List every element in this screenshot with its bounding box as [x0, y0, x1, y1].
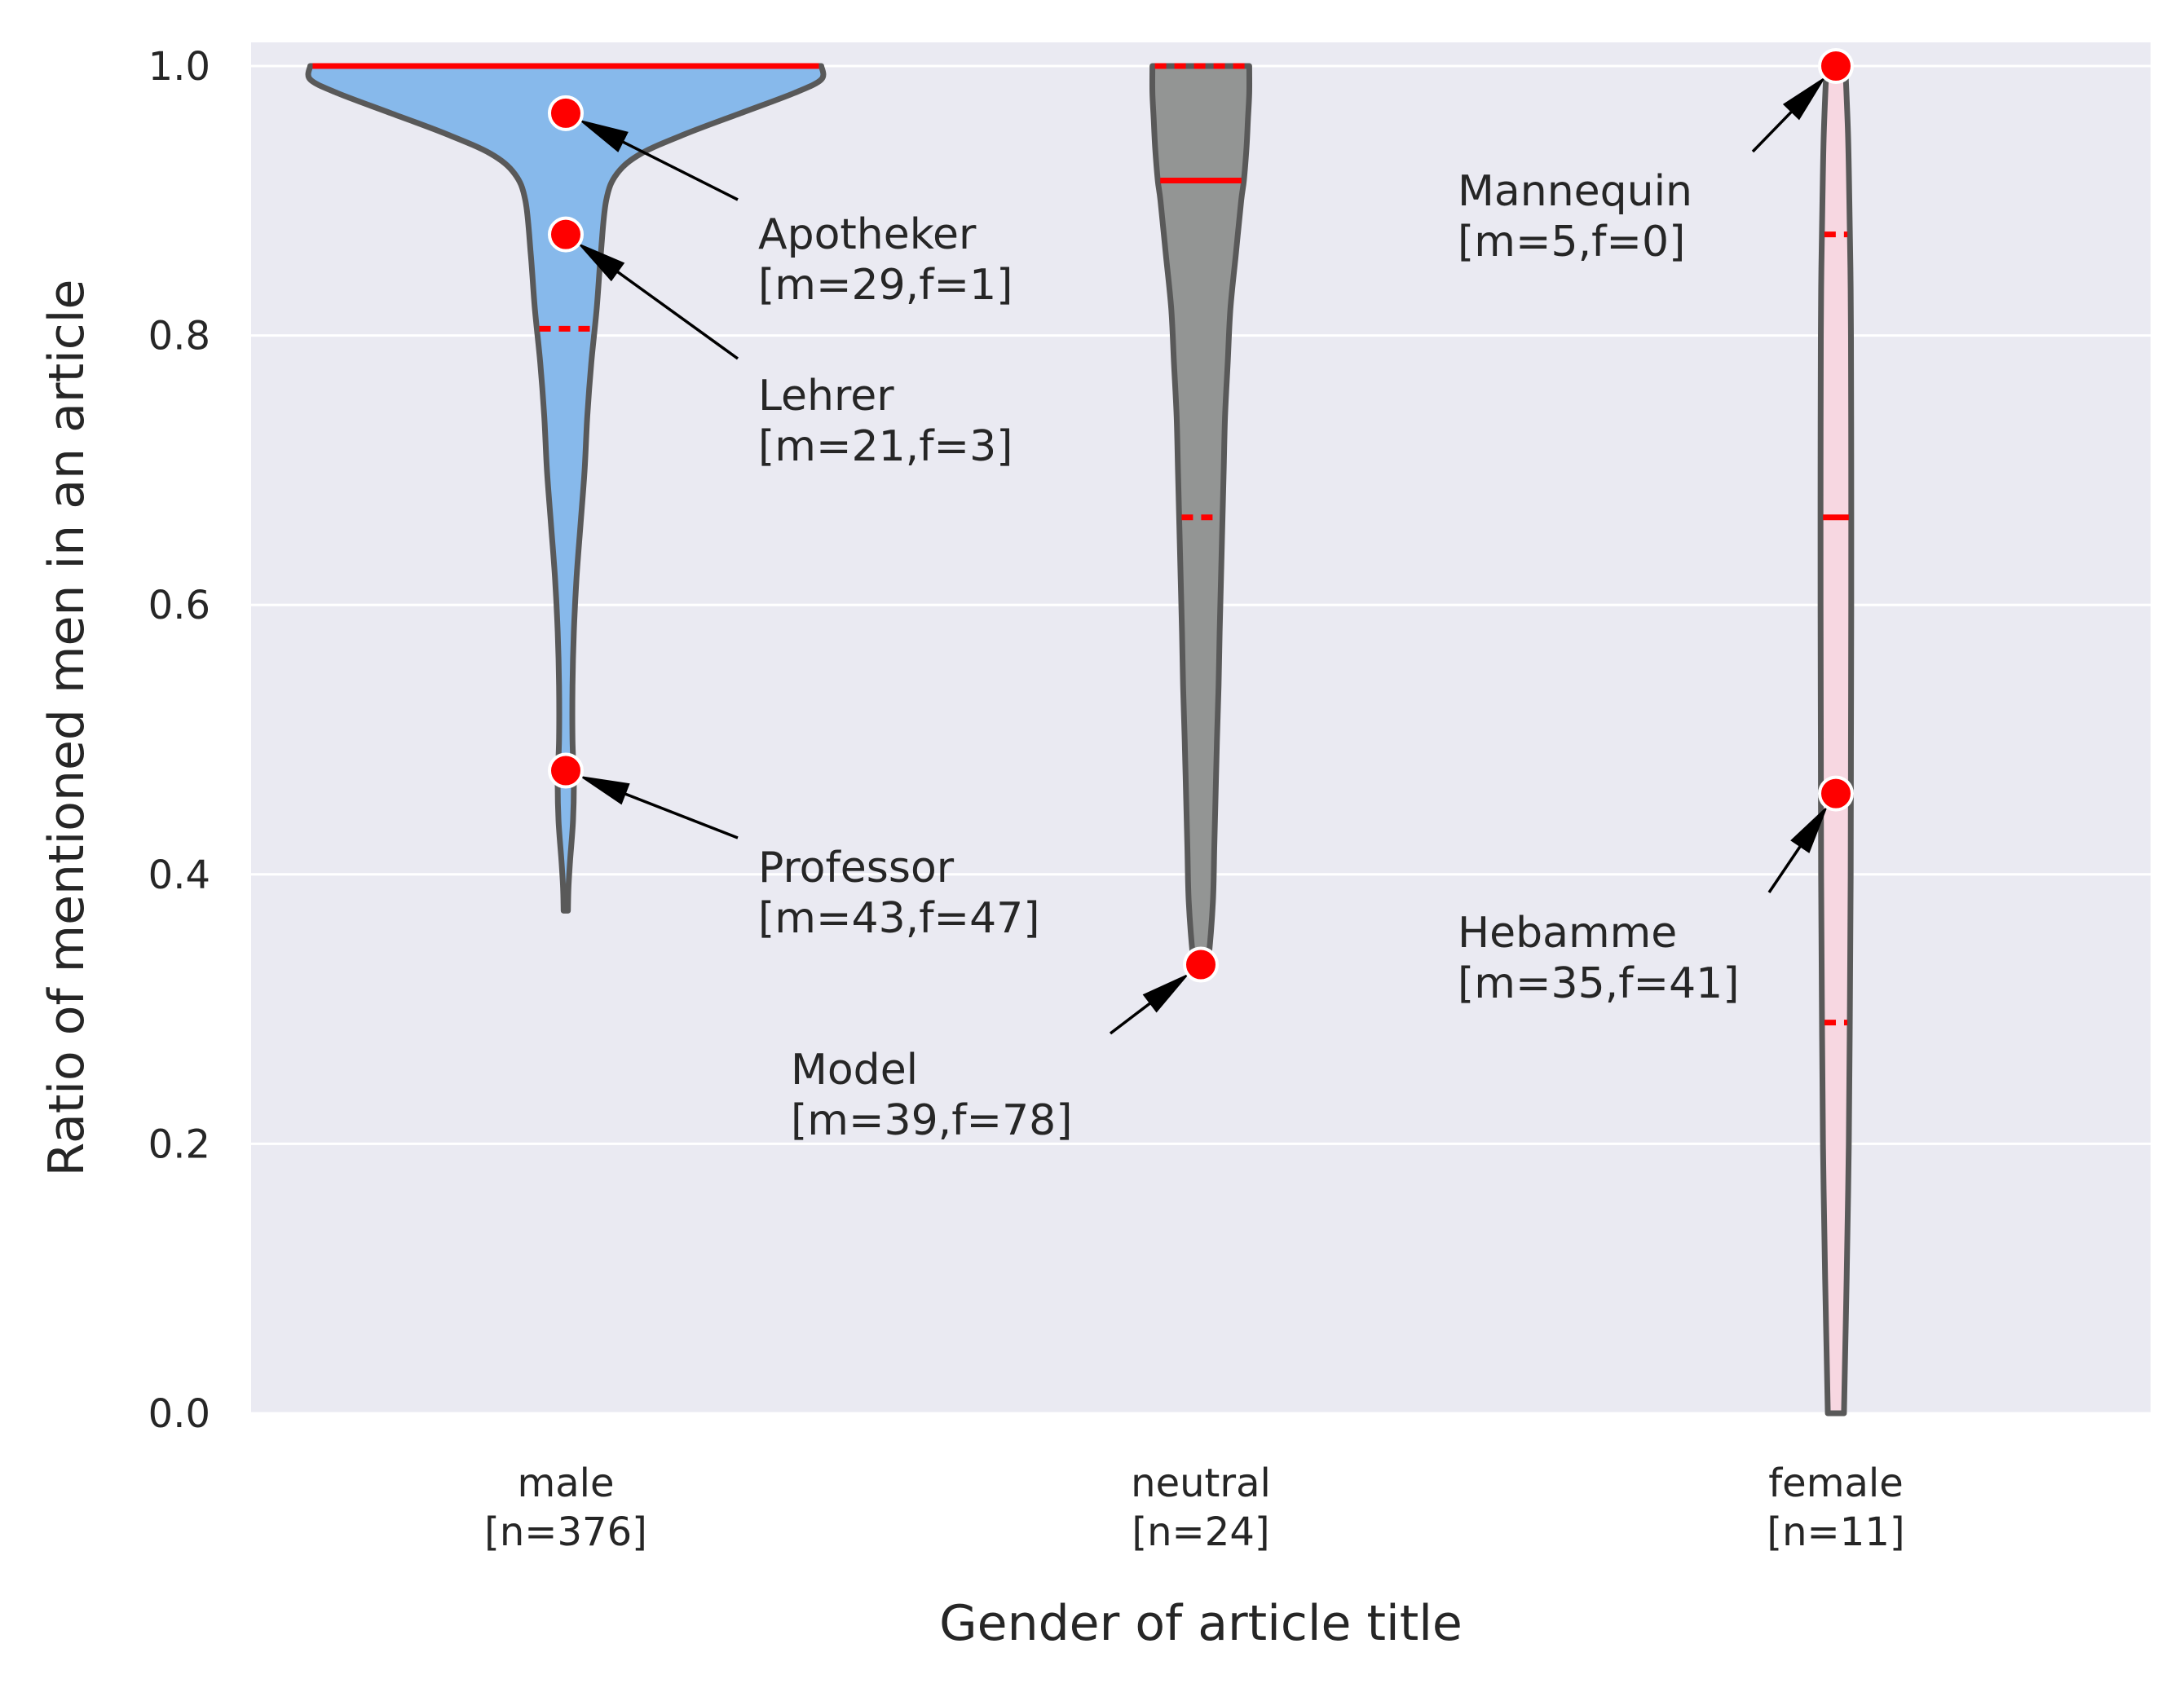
annotation-arrow-line: [1109, 1000, 1154, 1035]
annotation-counts: [m=5,f=0]: [1458, 218, 1685, 267]
y-tick-label: 0.0: [148, 1391, 210, 1437]
annotation-arrowhead: [1790, 804, 1829, 853]
annotation-counts: [m=35,f=41]: [1458, 959, 1740, 1008]
violin-male: [305, 63, 827, 914]
annotation-labels: Apotheker[m=29,f=1] Lehrer[m=21,f=3] Profe…: [758, 167, 1740, 1145]
highlight-point: [548, 95, 584, 131]
x-tick-labels: male[n=376] neutral[n=24] female[n=11]: [484, 1461, 1904, 1555]
annotation-title: Apotheker: [758, 210, 977, 259]
y-tick-label: 1.0: [148, 44, 210, 90]
annotation-arrow-line: [620, 139, 739, 201]
annotation-counts: [m=29,f=1]: [758, 261, 1013, 310]
y-tick-label: 0.4: [148, 853, 210, 898]
violins: [305, 63, 1855, 1417]
x-tick-label: male: [517, 1461, 614, 1506]
annotation-title: Mannequin: [1458, 167, 1692, 216]
violin-female: [1817, 63, 1855, 1417]
annotation-title: Model: [791, 1046, 918, 1095]
annotation-arrowhead: [1142, 972, 1190, 1013]
highlight-point: [1183, 946, 1219, 983]
highlight-point: [548, 752, 584, 789]
annotation-arrows: [576, 76, 1829, 1035]
highlight-point: [1818, 775, 1854, 812]
y-tick-label: 0.2: [148, 1121, 210, 1167]
x-axis-title: Gender of article title: [939, 1595, 1463, 1652]
highlight-points: [548, 48, 1854, 983]
x-tick-label: female: [1768, 1461, 1903, 1506]
annotation-arrow-line: [614, 269, 739, 360]
highlight-point: [548, 216, 584, 253]
annotation-arrowhead: [576, 242, 625, 282]
annotation-title: Hebamme: [1458, 909, 1677, 958]
highlight-point: [1818, 48, 1854, 84]
x-tick-label: [n=11]: [1767, 1509, 1904, 1555]
y-axis-title: Ratio of mentioned men in an article: [38, 280, 95, 1177]
annotation-arrow-line: [1767, 843, 1803, 893]
y-tick-label: 0.8: [148, 314, 210, 359]
annotation-title: Professor: [758, 844, 955, 892]
annotation-arrowhead: [578, 119, 629, 152]
y-tick-label: 0.6: [148, 583, 210, 628]
annotation-counts: [m=43,f=47]: [758, 894, 1040, 943]
quartile-lines: [312, 63, 1849, 1026]
y-tick-labels: 0.0 0.2 0.4 0.6 0.8 1.0: [148, 44, 210, 1437]
annotation-arrow-line: [1751, 108, 1794, 153]
annotation-arrowhead: [578, 775, 630, 805]
x-tick-label: [n=24]: [1132, 1509, 1269, 1555]
annotation-title: Lehrer: [758, 372, 894, 421]
annotation-arrow-line: [622, 791, 739, 839]
annotation-arrowhead: [1782, 76, 1827, 121]
x-tick-label: [n=376]: [484, 1509, 647, 1555]
annotation-counts: [m=21,f=3]: [758, 422, 1013, 471]
x-tick-label: neutral: [1131, 1461, 1271, 1506]
annotation-counts: [m=39,f=78]: [791, 1096, 1073, 1145]
